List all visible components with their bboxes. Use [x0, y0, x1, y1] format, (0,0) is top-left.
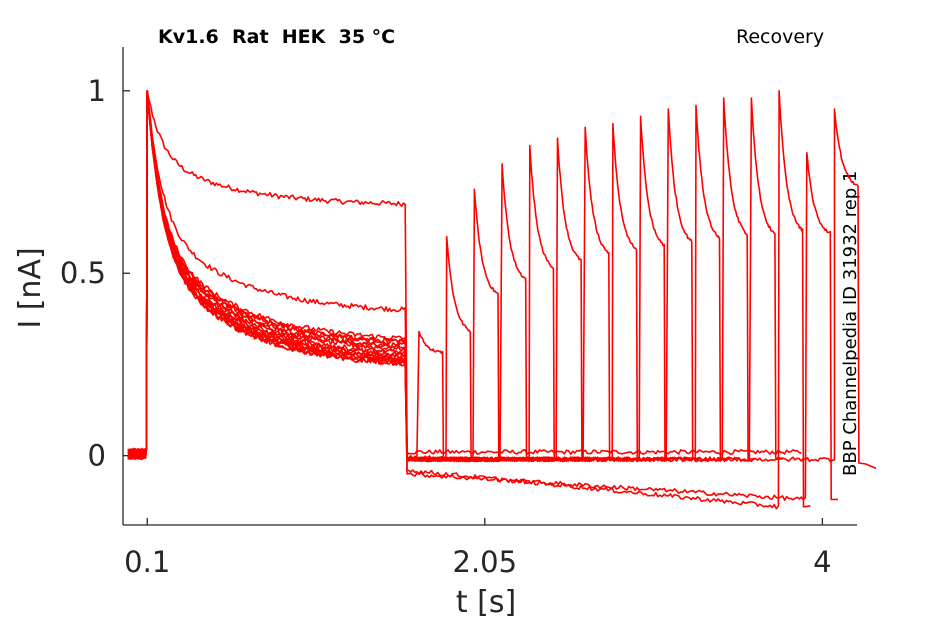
traces: [127, 90, 877, 510]
x-axis-label: t [s]: [456, 585, 516, 620]
axes: 0.1 2.05 4 0 0.5 1: [60, 47, 857, 579]
sweep-trace: [127, 90, 645, 463]
sweep-trace: [127, 90, 877, 470]
x-tick-label: 2.05: [453, 545, 518, 579]
y-tick-label: 0: [88, 439, 106, 473]
y-tick-label: 1: [88, 74, 106, 108]
y-axis-label: I [nA]: [13, 247, 48, 328]
sweep-trace: [127, 90, 451, 462]
sweep-trace: [127, 90, 672, 463]
sweep-trace: [127, 90, 811, 510]
sweep-trace: [127, 90, 617, 463]
x-tick-label: 4: [813, 545, 831, 579]
chart-title: Kv1.6 Rat HEK 35 °C: [158, 26, 396, 48]
sweep-trace: [127, 90, 839, 501]
protocol-label: Recovery: [736, 26, 825, 48]
x-tick-label: 0.1: [124, 545, 170, 579]
y-tick-label: 0.5: [60, 256, 106, 290]
sweep-trace: [128, 90, 589, 463]
sweep-trace: [127, 90, 802, 459]
